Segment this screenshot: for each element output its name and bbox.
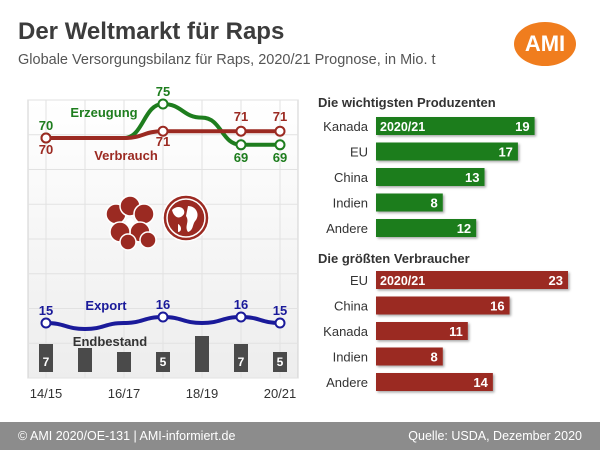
rapeseed-flower-icon — [105, 195, 157, 251]
consumer-bar-value: 16 — [490, 299, 504, 314]
producer-bar — [376, 168, 485, 186]
consumer-category-label: China — [334, 299, 369, 314]
producer-category-label: Andere — [326, 221, 368, 236]
series-point — [235, 139, 247, 151]
series-value-label: 16 — [234, 297, 248, 312]
series-name-label: Endbestand — [73, 334, 147, 349]
footer-bar: © AMI 2020/OE-131 | AMI-informiert.de Qu… — [0, 422, 600, 450]
x-tick-label: 14/15 — [30, 386, 63, 401]
series-value-label: 75 — [156, 84, 170, 99]
series-point — [157, 98, 169, 110]
series-point — [274, 125, 286, 137]
consumer-bar-value: 11 — [449, 324, 463, 339]
series-point — [40, 317, 52, 329]
consumer-bar — [376, 373, 493, 391]
series-value-label: 15 — [273, 303, 287, 318]
producer-bar-value: 13 — [465, 170, 479, 185]
consumer-bar — [376, 271, 568, 289]
consumer-category-label: Kanada — [323, 324, 369, 339]
consumer-year-label: 2020/21 — [380, 274, 425, 288]
producer-bar — [376, 142, 518, 161]
source-text: Quelle: USDA, Dezember 2020 — [408, 429, 582, 443]
consumer-bar-value: 14 — [473, 375, 488, 390]
x-tick-label: 20/21 — [264, 386, 297, 401]
consumer-category-label: EU — [350, 273, 368, 288]
stock-bar — [273, 352, 287, 372]
consumer-bar — [376, 347, 443, 366]
series-value-label: 69 — [273, 150, 287, 165]
consumer-bar-value: 8 — [431, 350, 438, 365]
series-value-label: 71 — [156, 134, 170, 149]
series-name-label: Verbrauch — [94, 148, 158, 163]
producer-bar-value: 8 — [431, 196, 438, 211]
series-point — [274, 139, 286, 151]
consumer-bar — [376, 296, 510, 315]
series-value-label: 69 — [234, 150, 248, 165]
consumer-bar-value: 23 — [549, 273, 563, 288]
series-value-label: 71 — [273, 109, 287, 124]
producer-category-label: EU — [350, 145, 368, 160]
copyright-text: © AMI 2020/OE-131 | AMI-informiert.de — [18, 429, 236, 443]
series-point — [235, 311, 247, 323]
consumer-bar — [376, 322, 468, 340]
stock-bar-label: 7 — [43, 355, 50, 369]
stock-bar-label: 5 — [160, 355, 167, 369]
stock-bar — [78, 348, 92, 372]
consumer-category-label: Andere — [326, 375, 368, 390]
producer-bar — [376, 117, 535, 135]
stock-bar — [117, 352, 131, 372]
producer-category-label: China — [334, 170, 369, 185]
stock-bar — [234, 344, 248, 372]
producer-bar — [376, 193, 443, 212]
globe-icon — [162, 194, 210, 242]
series-point — [274, 317, 286, 329]
ami-logo: AMI — [514, 22, 576, 66]
stock-bar — [156, 352, 170, 372]
producer-category-label: Kanada — [323, 119, 369, 134]
series-name-label: Export — [85, 298, 127, 313]
producer-bar-value: 12 — [457, 221, 471, 236]
stock-bar — [39, 344, 53, 372]
producer-bar — [376, 219, 477, 237]
series-value-label: 70 — [39, 118, 53, 133]
consumer-category-label: Indien — [333, 350, 368, 365]
producer-title: Die wichtigsten Produzenten — [318, 95, 496, 110]
stock-bar-label: 7 — [238, 355, 245, 369]
producer-year-label: 2020/21 — [380, 120, 425, 134]
series-value-label: 70 — [39, 142, 53, 157]
producer-bar-value: 17 — [498, 145, 512, 160]
series-name-label: Erzeugung — [70, 105, 137, 120]
x-tick-label: 18/19 — [186, 386, 219, 401]
producer-bar-value: 19 — [515, 119, 529, 134]
series-value-label: 15 — [39, 303, 53, 318]
producer-category-label: Indien — [333, 196, 368, 211]
series-point — [235, 125, 247, 137]
series-point — [157, 125, 169, 137]
consumer-title: Die größten Verbraucher — [318, 251, 470, 266]
series-value-label: 16 — [156, 297, 170, 312]
series-value-label: 71 — [234, 109, 248, 124]
x-tick-label: 16/17 — [108, 386, 141, 401]
series-point — [40, 132, 52, 144]
page-title: Der Weltmarkt für Raps — [18, 18, 285, 45]
stock-bar-label: 5 — [277, 355, 284, 369]
stock-bar — [195, 336, 209, 372]
page-subtitle: Globale Versorgungsbilanz für Raps, 2020… — [18, 52, 436, 68]
series-point — [157, 311, 169, 323]
